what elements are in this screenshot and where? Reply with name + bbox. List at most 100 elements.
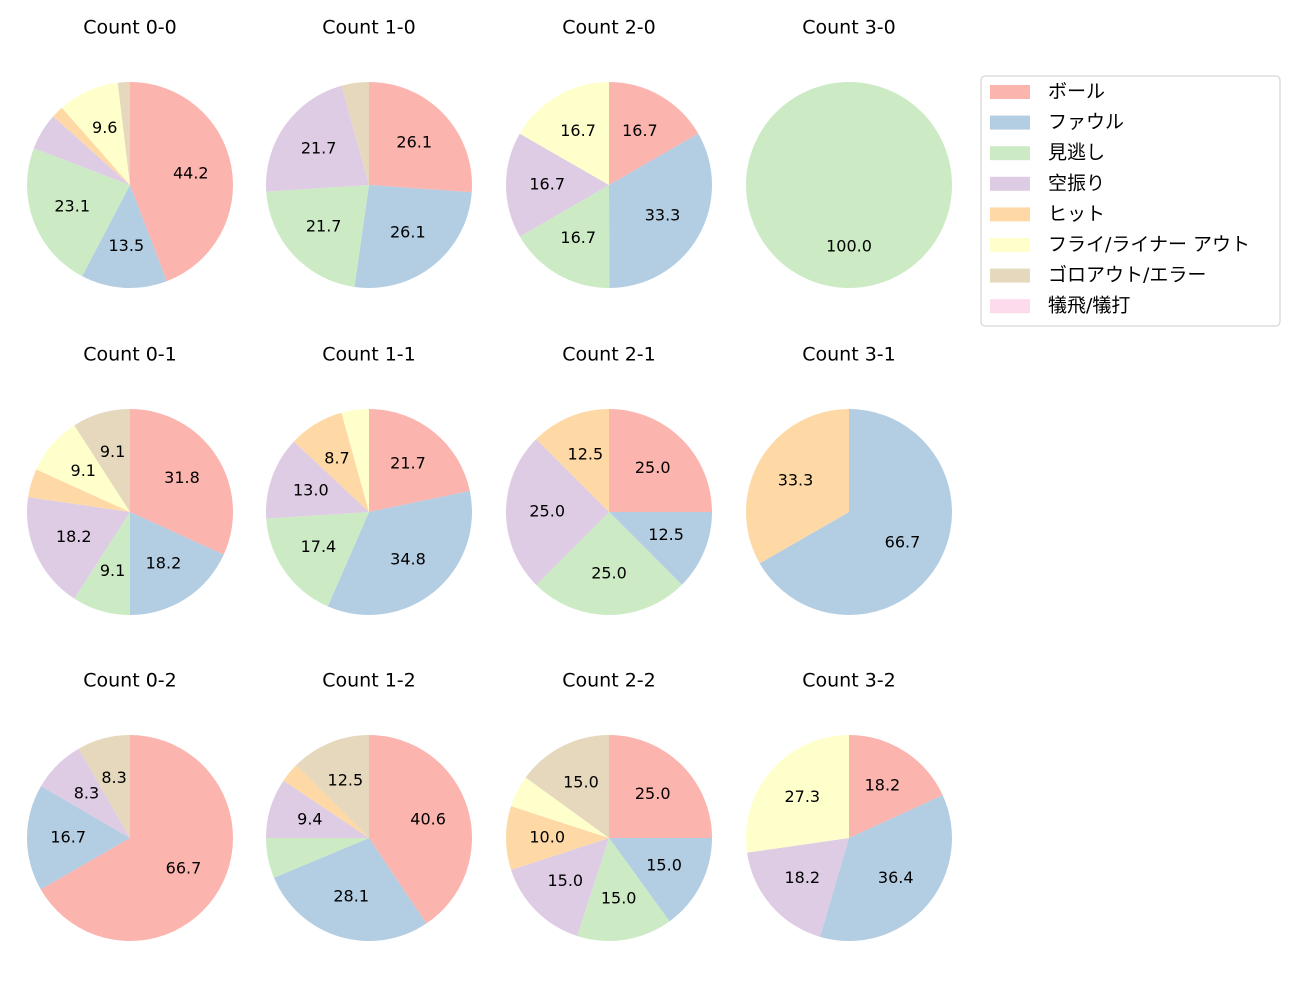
pie-slice xyxy=(506,439,609,585)
value-label: 8.3 xyxy=(74,784,99,803)
pie-slice xyxy=(609,512,712,585)
pie-slice xyxy=(130,82,233,282)
value-label: 9.1 xyxy=(71,461,96,480)
value-label: 28.1 xyxy=(333,887,369,906)
pie-slice xyxy=(82,185,167,288)
value-label: 66.7 xyxy=(885,532,921,551)
pie-slice xyxy=(511,777,609,838)
pie-slice xyxy=(273,838,427,942)
pie-slice xyxy=(296,735,369,838)
legend-swatch xyxy=(990,238,1030,252)
pie-slice xyxy=(519,82,609,185)
value-label: 21.7 xyxy=(390,454,426,473)
legend-swatch xyxy=(990,268,1030,283)
chart-title: Count 3-1 xyxy=(802,344,896,366)
pie-slice xyxy=(78,735,130,838)
value-label: 25.0 xyxy=(635,458,671,477)
value-label: 9.6 xyxy=(92,118,117,137)
pie-slice xyxy=(40,735,234,941)
pie-slice xyxy=(53,107,130,185)
pie-slice xyxy=(609,735,712,838)
legend-label: ボール xyxy=(1048,81,1105,103)
value-label: 17.4 xyxy=(301,537,337,556)
pie-slice xyxy=(266,838,369,878)
pie-slice xyxy=(28,469,130,512)
legend-label: ゴロアウト/エラー xyxy=(1048,264,1206,286)
value-label: 26.1 xyxy=(390,223,426,242)
value-label: 18.2 xyxy=(56,527,92,546)
value-label: 9.1 xyxy=(100,442,125,461)
pie-slice xyxy=(536,409,609,512)
legend-swatch xyxy=(990,85,1030,99)
pie-slice xyxy=(525,735,609,838)
pie-slice xyxy=(266,512,369,607)
pie-slice xyxy=(33,116,131,185)
pie-slice xyxy=(506,806,609,870)
pie-slice xyxy=(354,185,472,288)
value-label: 18.2 xyxy=(146,553,182,572)
value-label: 18.2 xyxy=(784,868,820,887)
value-label: 8.7 xyxy=(324,449,349,468)
chart-title: Count 1-0 xyxy=(322,17,416,39)
pie-slice xyxy=(26,148,130,277)
legend-label: 犠飛/犠打 xyxy=(1048,295,1130,317)
pie-slice xyxy=(266,441,369,519)
value-label: 9.4 xyxy=(297,810,322,829)
pie-slice xyxy=(266,780,369,838)
pie-slice xyxy=(609,838,712,922)
value-label: 21.7 xyxy=(301,139,337,158)
chart-title: Count 0-0 xyxy=(83,17,177,39)
pie-slice xyxy=(27,786,131,890)
value-label: 34.8 xyxy=(390,549,426,568)
pie-slice xyxy=(519,185,610,288)
pie-slice xyxy=(609,133,713,288)
pie-slice xyxy=(293,412,369,512)
value-label: 13.0 xyxy=(293,481,329,500)
pie-slice xyxy=(341,82,369,185)
value-label: 13.5 xyxy=(109,236,145,255)
value-label: 16.7 xyxy=(50,827,86,846)
value-label: 16.7 xyxy=(529,175,565,194)
legend-swatch xyxy=(990,207,1030,222)
pie-slice xyxy=(41,748,131,838)
pie-slice xyxy=(609,409,712,512)
pie-slice xyxy=(511,838,609,936)
value-label: 10.0 xyxy=(529,828,565,847)
pie-slice xyxy=(746,82,952,288)
value-label: 16.7 xyxy=(622,121,658,140)
legend-box xyxy=(980,75,1281,327)
pie-slice xyxy=(849,735,943,838)
value-label: 16.7 xyxy=(560,228,596,247)
value-label: 15.0 xyxy=(547,871,583,890)
legend-label: フライ/ライナー アウト xyxy=(1048,234,1250,256)
value-label: 8.3 xyxy=(101,768,126,787)
value-label: 25.0 xyxy=(529,502,565,521)
pie-slice xyxy=(747,838,849,937)
value-label: 12.5 xyxy=(568,444,604,463)
chart-title: Count 1-2 xyxy=(322,670,416,692)
value-label: 33.3 xyxy=(778,471,814,490)
pie-slice xyxy=(745,409,849,564)
value-label: 25.0 xyxy=(591,563,627,582)
legend-label: ファウル xyxy=(1048,111,1124,133)
pie-slice xyxy=(341,409,369,512)
value-label: 27.3 xyxy=(784,787,820,806)
chart-title: Count 0-1 xyxy=(83,344,177,366)
legend-swatch xyxy=(990,115,1030,130)
pie-slice xyxy=(609,82,699,185)
pie-slice xyxy=(327,490,473,615)
legend-swatch xyxy=(990,299,1030,314)
pie-slice xyxy=(74,512,130,615)
value-label: 66.7 xyxy=(166,858,202,877)
value-label: 12.5 xyxy=(648,525,684,544)
pie-slice xyxy=(577,838,670,941)
pie-slice xyxy=(283,765,369,838)
value-label: 40.6 xyxy=(410,810,446,829)
pie-slice xyxy=(536,512,682,615)
pie-slice xyxy=(61,82,131,185)
legend-swatch xyxy=(990,146,1030,161)
chart-title: Count 3-2 xyxy=(802,670,896,692)
legend-label: 見逃し xyxy=(1048,142,1105,164)
value-label: 100.0 xyxy=(826,236,872,255)
